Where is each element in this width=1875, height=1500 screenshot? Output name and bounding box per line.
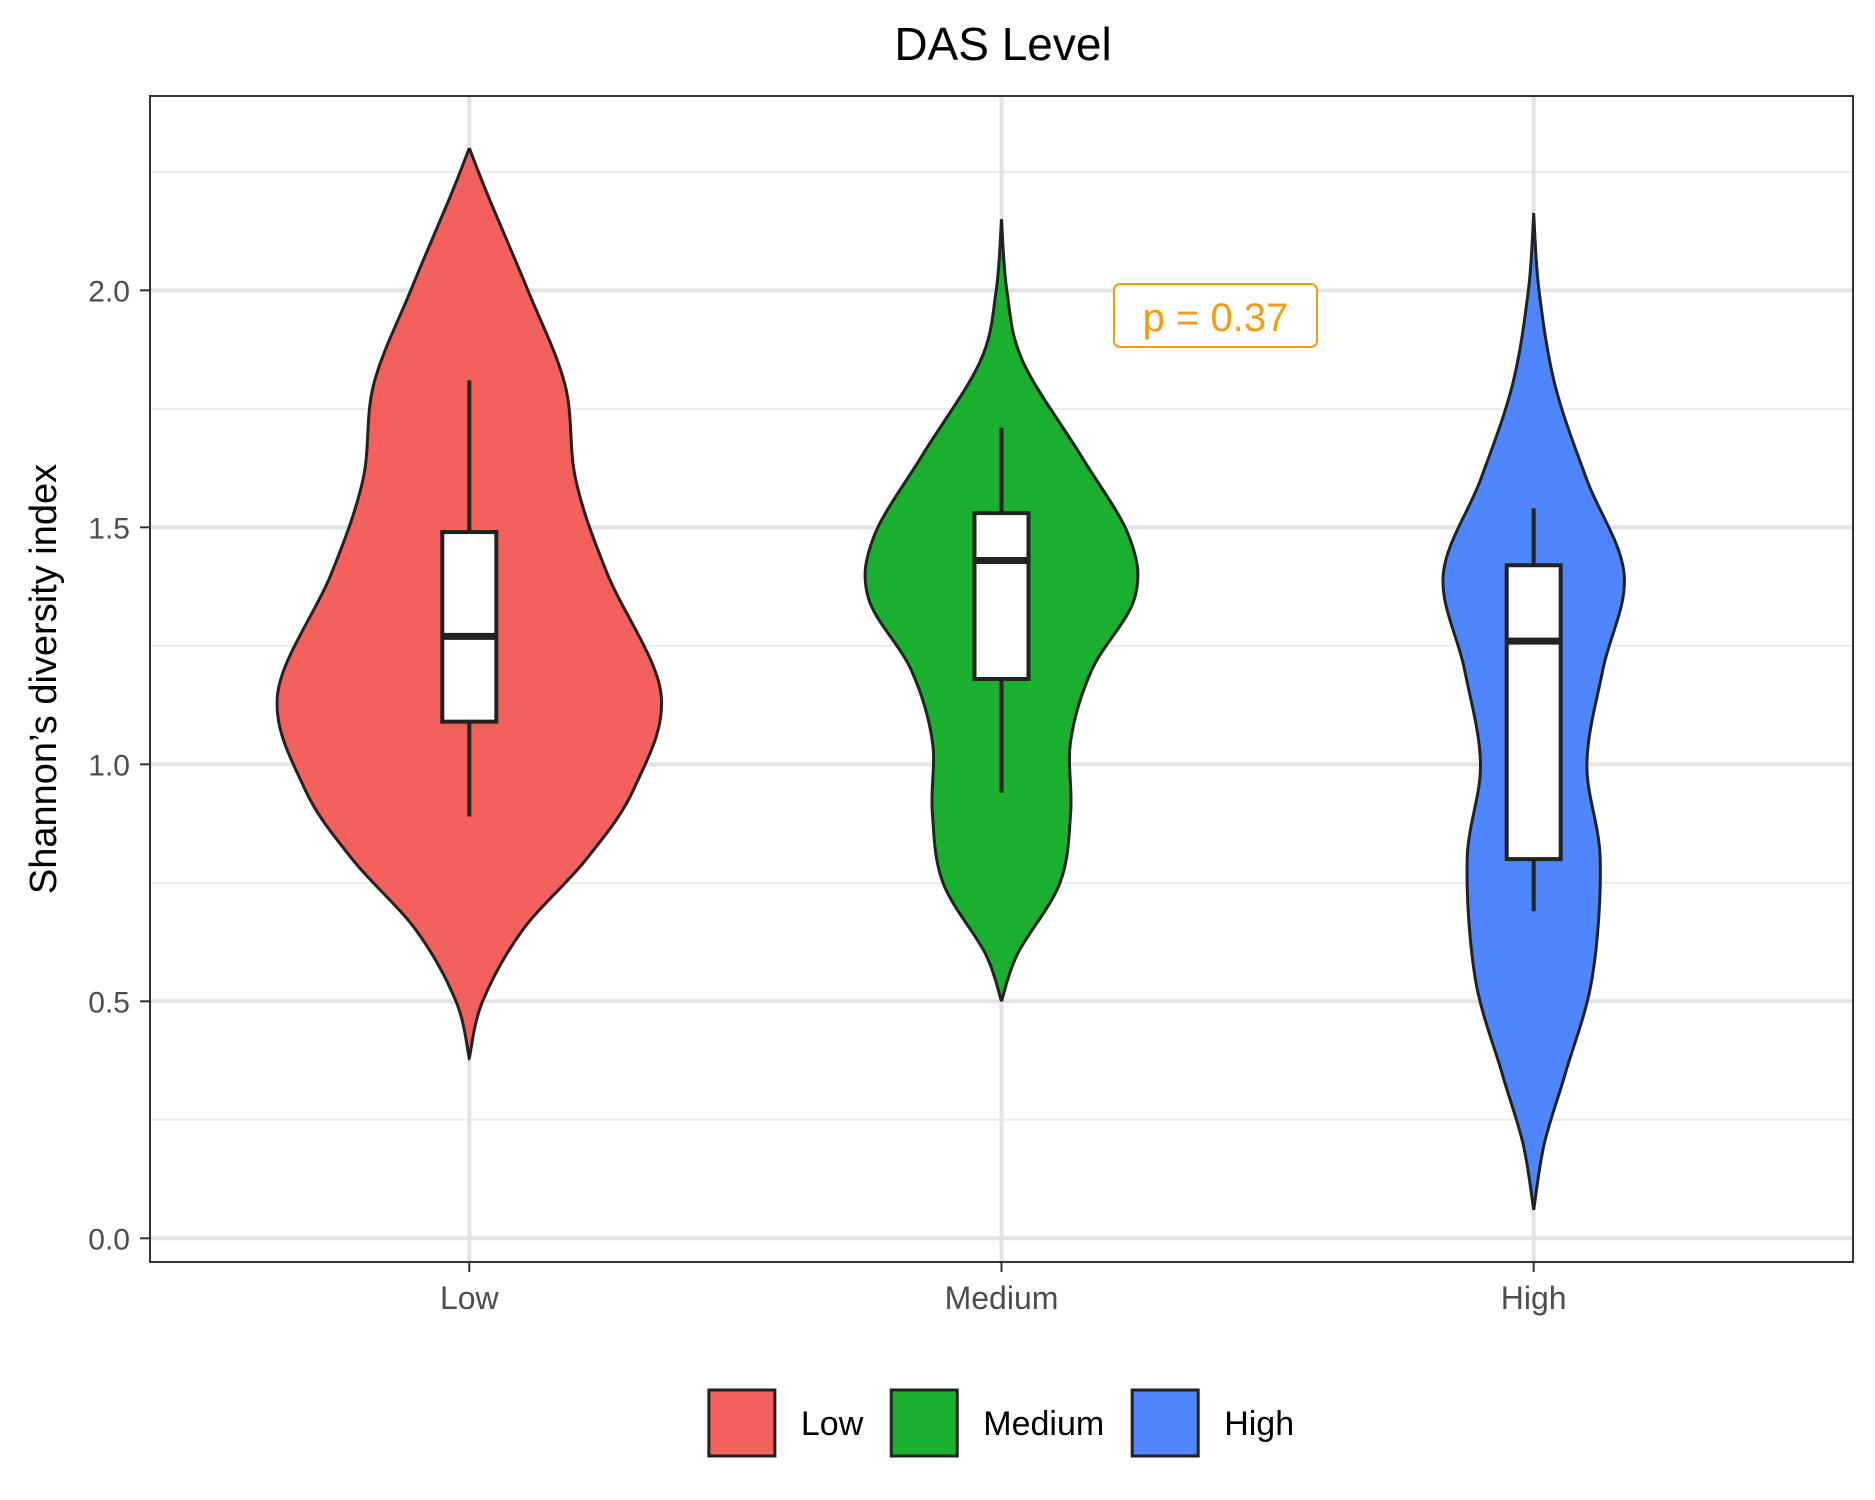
legend-item-medium: Medium xyxy=(889,1388,1104,1458)
y-tick-label: 1.0 xyxy=(88,749,130,782)
boxplot-medium xyxy=(972,427,1031,793)
legend-item-high: High xyxy=(1130,1388,1294,1458)
legend-key xyxy=(1130,1388,1200,1458)
iqr-box xyxy=(1504,563,1563,862)
x-axis: Low Medium High xyxy=(440,1262,1567,1316)
boxplot-low xyxy=(440,380,499,817)
p-value-box xyxy=(1113,283,1318,348)
y-axis: 0.0 0.5 1.0 1.5 2.0 xyxy=(88,275,150,1256)
iqr-box xyxy=(440,530,499,724)
p-value-annotation: p = 0.37 xyxy=(1113,283,1318,348)
legend: Low Medium High xyxy=(707,1388,1294,1458)
x-tick-label: Medium xyxy=(945,1280,1059,1316)
plot-panel xyxy=(149,95,1854,1263)
legend-item-low: Low xyxy=(707,1388,864,1458)
x-tick-label: High xyxy=(1501,1280,1567,1316)
y-axis-label: Shannon’s diversity index xyxy=(23,464,65,894)
y-tick-label: 0.0 xyxy=(88,1223,130,1256)
p-value-text: p = 0.37 xyxy=(1143,296,1289,340)
iqr-box xyxy=(972,511,1031,682)
y-tick-label: 1.5 xyxy=(88,512,130,545)
legend-key xyxy=(889,1388,959,1458)
legend-label: Medium xyxy=(983,1405,1104,1443)
y-tick-label: 0.5 xyxy=(88,986,130,1019)
boxplot-high xyxy=(1504,508,1563,912)
chart-title: DAS Level xyxy=(894,18,1111,70)
x-tick-label: Low xyxy=(440,1280,500,1316)
legend-label: High xyxy=(1224,1405,1294,1443)
legend-label: Low xyxy=(801,1405,864,1443)
boxplots xyxy=(440,380,1563,912)
y-tick-label: 2.0 xyxy=(88,275,130,308)
legend-key xyxy=(707,1388,777,1458)
